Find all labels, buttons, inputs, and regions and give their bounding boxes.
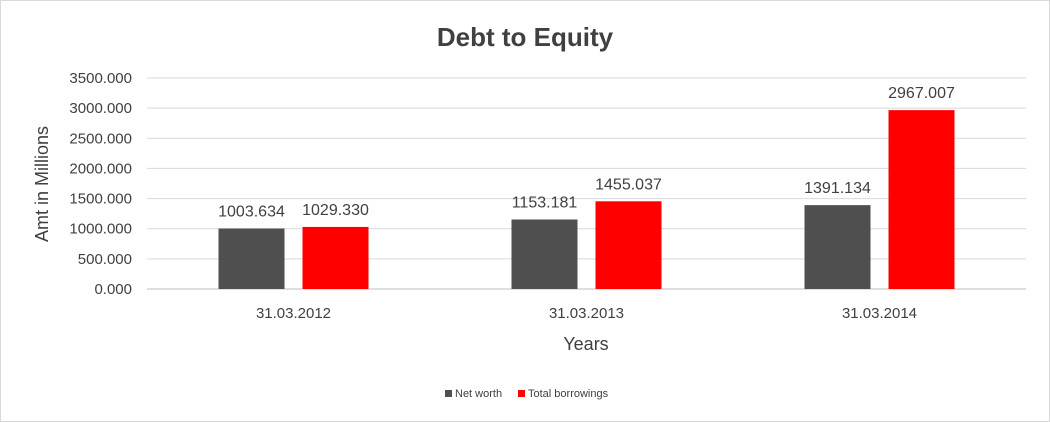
bar-net-worth (511, 219, 578, 289)
data-label: 1455.037 (595, 176, 662, 193)
x-axis-title: Years (563, 334, 608, 354)
x-tick-label: 31.03.2012 (256, 305, 331, 322)
x-axis-ticks: 31.03.2012 31.03.2013 31.03.2014 (256, 305, 917, 322)
bar-total-borrowings (302, 226, 369, 289)
data-label: 1029.330 (302, 202, 369, 219)
data-label: 2967.007 (888, 85, 955, 102)
gridlines (147, 77, 1026, 290)
bar-total-borrowings (888, 110, 955, 289)
x-tick-label: 31.03.2013 (549, 305, 624, 322)
legend-label: Total borrowings (528, 388, 609, 400)
legend: Net worth Total borrowings (445, 388, 609, 400)
data-labels: 1003.634 1029.330 1153.181 1455.037 1391.134… (218, 85, 955, 220)
y-axis-title: Amt in Millions (32, 126, 52, 242)
y-tick-label: 1000.000 (69, 221, 132, 238)
bar-net-worth (804, 205, 871, 289)
bars (218, 110, 955, 289)
legend-swatch (518, 390, 525, 397)
y-tick-label: 3000.000 (69, 100, 132, 117)
y-tick-label: 3500.000 (69, 70, 132, 87)
bar-net-worth (218, 228, 285, 289)
y-tick-label: 2500.000 (69, 130, 132, 147)
legend-total-borrowings: Total borrowings (518, 388, 609, 400)
y-axis-ticks: 0.000 500.000 1000.000 1500.000 2000.000 2500… (69, 70, 132, 298)
data-label: 1003.634 (218, 203, 285, 220)
y-tick-label: 2000.000 (69, 160, 132, 177)
y-tick-label: 500.000 (78, 251, 132, 268)
data-label: 1153.181 (512, 194, 578, 211)
y-tick-label: 1500.000 (69, 191, 132, 208)
bar-total-borrowings (595, 201, 662, 289)
chart-title: Debt to Equity (437, 22, 614, 52)
x-tick-label: 31.03.2014 (842, 305, 917, 322)
legend-net-worth: Net worth (445, 388, 502, 400)
data-label: 1391.134 (804, 180, 871, 197)
legend-label: Net worth (455, 388, 502, 400)
y-tick-label: 0.000 (94, 281, 132, 298)
legend-swatch (445, 390, 452, 397)
